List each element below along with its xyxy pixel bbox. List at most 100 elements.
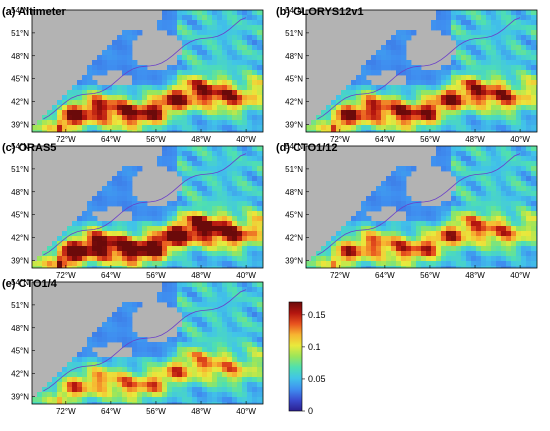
field-cell [476, 211, 481, 216]
field-cell [456, 181, 461, 186]
field-cell [431, 70, 436, 75]
field-cell [152, 357, 157, 362]
field-cell [227, 226, 232, 231]
field-cell [526, 151, 531, 156]
field-cell [142, 216, 147, 221]
field-cell [112, 55, 117, 60]
field-cell [102, 95, 107, 100]
field-cell [441, 216, 446, 221]
field-cell [197, 367, 202, 372]
field-cell [247, 65, 252, 70]
field-cell [107, 332, 112, 337]
field-cell [142, 221, 147, 226]
field-cell [232, 90, 237, 95]
field-cell [227, 402, 232, 407]
field-cell [227, 322, 232, 327]
field-cell [396, 130, 401, 135]
field-cell [117, 382, 122, 387]
field-cell [446, 206, 451, 211]
field-cell [202, 35, 207, 40]
field-cell [321, 130, 326, 135]
field-cell [501, 191, 506, 196]
field-cell [172, 115, 177, 120]
field-cell [396, 236, 401, 241]
field-cell [396, 196, 401, 201]
field-cell [381, 95, 386, 100]
field-cell [212, 55, 217, 60]
field-cell [87, 231, 92, 236]
field-cell [222, 297, 227, 302]
field-cell [177, 15, 182, 20]
field-cell [97, 65, 102, 70]
field-cell [142, 80, 147, 85]
field-cell [207, 327, 212, 332]
field-cell [446, 166, 451, 171]
field-cell [62, 392, 67, 397]
field-cell [466, 25, 471, 30]
field-cell [371, 246, 376, 251]
field-cell [227, 90, 232, 95]
field-cell [461, 211, 466, 216]
field-cell [257, 312, 262, 317]
field-cell [127, 171, 132, 176]
field-cell [506, 146, 511, 151]
field-cell [212, 352, 217, 357]
field-cell [177, 151, 182, 156]
field-cell [97, 337, 102, 342]
field-cell [496, 90, 501, 95]
field-cell [441, 95, 446, 100]
field-cell [132, 342, 137, 347]
field-cell [501, 251, 506, 256]
field-cell [207, 317, 212, 322]
field-cell [237, 337, 242, 342]
field-cell [137, 166, 142, 171]
field-cell [82, 115, 87, 120]
field-cell [142, 85, 147, 90]
field-cell [391, 60, 396, 65]
field-cell [386, 65, 391, 70]
field-cell [162, 292, 167, 297]
field-cell [137, 256, 142, 261]
field-cell [371, 55, 376, 60]
field-cell [521, 146, 526, 151]
field-cell [152, 352, 157, 357]
field-cell [481, 40, 486, 45]
field-cell [237, 251, 242, 256]
field-cell [152, 251, 157, 256]
field-cell [242, 85, 247, 90]
field-cell [521, 181, 526, 186]
field-cell [212, 125, 217, 130]
field-cell [207, 156, 212, 161]
field-cell [72, 90, 77, 95]
field-cell [416, 211, 421, 216]
field-cell [172, 10, 177, 15]
field-cell [471, 241, 476, 246]
field-cell [142, 256, 147, 261]
lon-tick-label: 40°W [236, 271, 256, 280]
field-cell [172, 65, 177, 70]
field-cell [127, 125, 132, 130]
field-cell [137, 387, 142, 392]
field-cell [182, 402, 187, 407]
field-cell [227, 80, 232, 85]
field-cell [526, 105, 531, 110]
field-cell [252, 292, 257, 297]
field-cell [237, 90, 242, 95]
field-cell [396, 201, 401, 206]
field-cell [476, 75, 481, 80]
field-cell [212, 216, 217, 221]
field-cell [436, 70, 441, 75]
field-cell [157, 382, 162, 387]
field-cell [172, 211, 177, 216]
field-cell [227, 216, 232, 221]
field-cell [162, 80, 167, 85]
field-cell [386, 226, 391, 231]
field-cell [207, 226, 212, 231]
field-cell [202, 15, 207, 20]
field-cell [511, 226, 516, 231]
field-cell [187, 70, 192, 75]
field-cell [232, 377, 237, 382]
field-cell [87, 75, 92, 80]
field-cell [252, 261, 257, 266]
field-cell [202, 397, 207, 402]
